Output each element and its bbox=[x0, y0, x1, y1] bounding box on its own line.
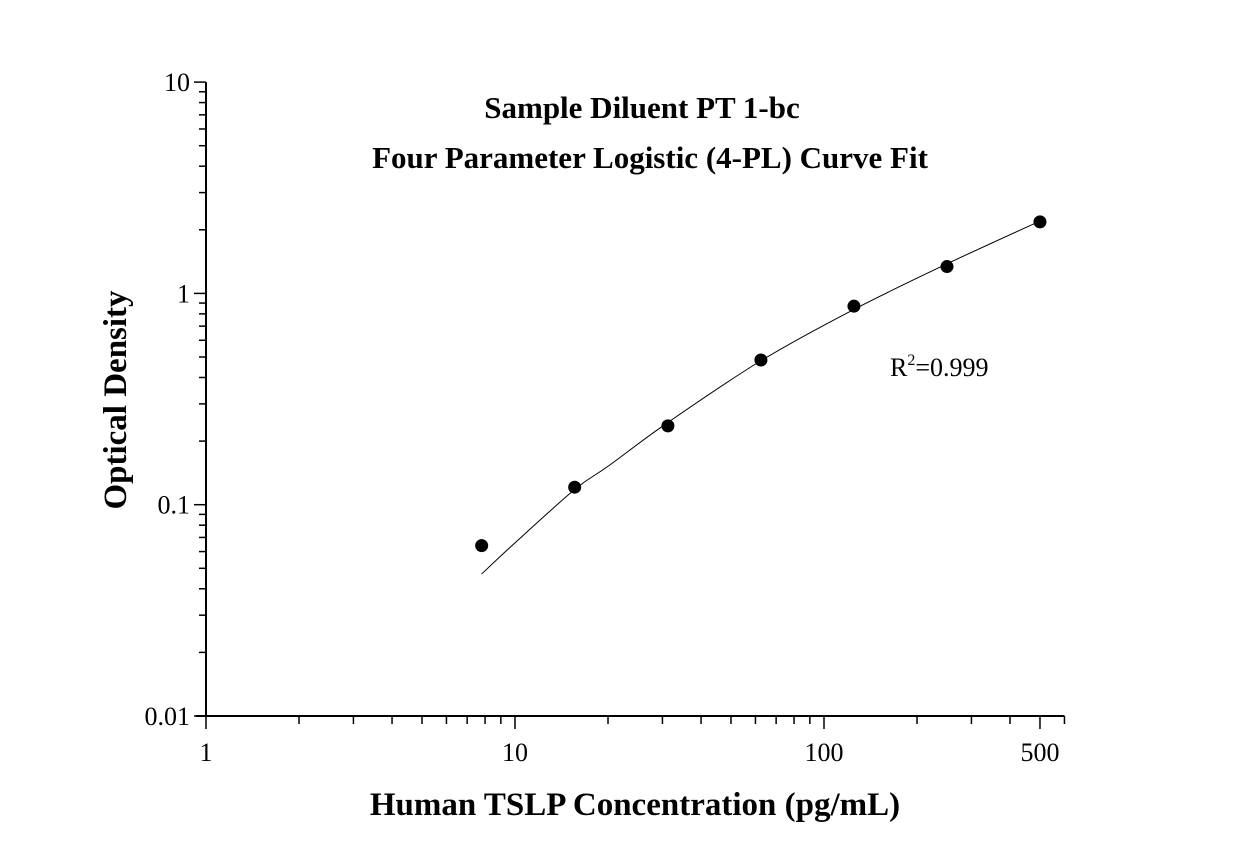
fit-curve-group bbox=[481, 220, 1041, 575]
data-points bbox=[475, 215, 1047, 553]
axes bbox=[196, 82, 1065, 717]
y-tick-label: 0.1 bbox=[158, 491, 191, 520]
data-point bbox=[754, 353, 768, 367]
y-tick-label: 1 bbox=[177, 279, 190, 308]
data-point bbox=[940, 260, 954, 274]
data-point bbox=[568, 480, 582, 494]
data-point bbox=[475, 539, 489, 553]
fit-curve bbox=[481, 220, 1041, 575]
y-tick-label: 10 bbox=[164, 68, 190, 97]
x-tick-label: 10 bbox=[502, 738, 528, 767]
r-squared-annotation: R2=0.999 bbox=[890, 352, 989, 382]
x-axis-label: Human TSLP Concentration (pg/mL) bbox=[370, 787, 900, 823]
y-axis-label: Optical Density bbox=[98, 290, 134, 510]
x-tick-label: 500 bbox=[1020, 738, 1059, 767]
data-point bbox=[661, 419, 675, 433]
chart-title-line-1: Sample Diluent PT 1-bc bbox=[484, 90, 799, 125]
data-point bbox=[1033, 215, 1047, 229]
chart-title-line-2: Four Parameter Logistic (4-PL) Curve Fit bbox=[372, 140, 929, 175]
x-tick-label: 100 bbox=[805, 738, 844, 767]
y-tick-label: 0.01 bbox=[145, 702, 191, 731]
ticks: 1 10 100 500 0.01 0.1 1 10 bbox=[145, 68, 1066, 767]
data-point bbox=[847, 299, 861, 313]
x-tick-label: 1 bbox=[200, 738, 213, 767]
